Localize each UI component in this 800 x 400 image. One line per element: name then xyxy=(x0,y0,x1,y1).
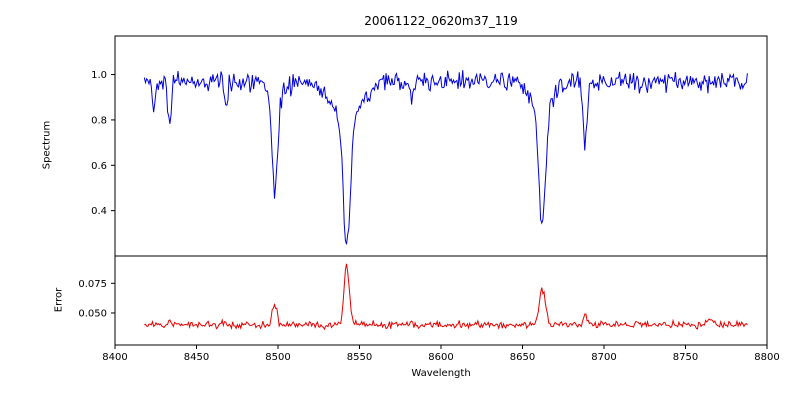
y-tick-label: 0.6 xyxy=(91,161,107,172)
x-tick-label: 8550 xyxy=(347,352,372,363)
y-axis-label-spectrum: Spectrum xyxy=(41,120,53,170)
spectrum-axes-box xyxy=(114,35,768,257)
x-tick-label: 8800 xyxy=(754,352,779,363)
x-tick-label: 8750 xyxy=(673,352,698,363)
error-axes-box xyxy=(114,255,768,346)
x-axis-label: Wavelength xyxy=(411,368,471,379)
y-tick-label: 0.4 xyxy=(91,206,107,217)
error-line xyxy=(144,263,748,331)
x-tick-label: 8500 xyxy=(265,352,290,363)
chart-title: 20061122_0620m37_119 xyxy=(364,14,518,28)
x-tick-label: 8450 xyxy=(184,352,209,363)
y-tick-label: 0.8 xyxy=(91,115,107,126)
x-tick-label: 8600 xyxy=(428,352,453,363)
x-tick-label: 8650 xyxy=(510,352,535,363)
spectrum-line xyxy=(143,70,748,245)
y-tick-label: 0.050 xyxy=(78,308,107,319)
y-tick-label: 1.0 xyxy=(91,70,107,81)
x-tick-label: 8700 xyxy=(591,352,616,363)
y-tick-label: 0.075 xyxy=(78,279,107,290)
y-axis-label-error: Error xyxy=(53,287,65,313)
x-tick-label: 8400 xyxy=(102,352,127,363)
